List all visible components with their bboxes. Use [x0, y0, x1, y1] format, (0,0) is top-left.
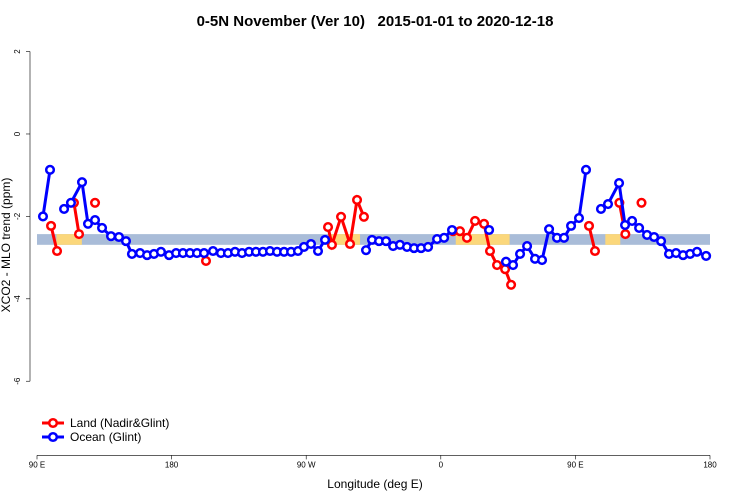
data-point [46, 220, 57, 231]
data-point [439, 232, 450, 243]
data-point [322, 222, 334, 233]
data-point [358, 211, 369, 222]
data-point [207, 245, 219, 257]
data-point [656, 236, 667, 247]
data-point [461, 232, 473, 243]
y-tick-label: 0 [13, 131, 22, 136]
data-point [89, 215, 101, 226]
data-point [602, 198, 614, 210]
data-point [583, 220, 595, 231]
data-point [105, 231, 117, 242]
data-point [446, 224, 458, 236]
data-point [522, 241, 533, 252]
data-point [649, 231, 660, 243]
data-point [620, 229, 631, 240]
data-point [113, 231, 125, 243]
data-point [589, 245, 601, 257]
data-point [312, 245, 324, 257]
x-tick-label: 90 E [567, 460, 583, 469]
data-point [515, 248, 526, 259]
chart-title: 0-5N November (Ver 10) 2015-01-01 to 202… [197, 13, 554, 30]
legend-marker [47, 431, 59, 443]
x-tick-label: 180 [165, 460, 179, 469]
data-point [120, 236, 132, 247]
data-point [37, 211, 49, 222]
data-point [97, 222, 108, 233]
data-point [558, 232, 570, 243]
data-point [620, 219, 631, 231]
data-point [478, 218, 490, 229]
data-point [469, 215, 481, 226]
data-point [51, 245, 63, 257]
data-point [44, 164, 56, 175]
data-point [200, 255, 212, 266]
data-point [351, 194, 363, 205]
band-highlight [330, 234, 361, 245]
x-axis-label: Longitude (deg E) [327, 477, 422, 491]
data-point [89, 197, 101, 208]
y-tick-label: -2 [13, 212, 22, 220]
band-highlight [455, 234, 510, 245]
data-point [691, 246, 703, 257]
y-tick-label: 2 [13, 49, 22, 54]
data-point [59, 203, 70, 215]
data-point [360, 245, 372, 256]
data-point [326, 239, 337, 250]
data-point [319, 234, 331, 245]
data-point [126, 248, 138, 259]
y-tick-label: -6 [13, 377, 22, 385]
legend-label: Land (Nadir&Glint) [70, 416, 169, 430]
y-axis-label: XCO2 - MLO trend (ppm) [0, 178, 13, 313]
data-point [454, 226, 465, 237]
band-highlight [605, 234, 621, 245]
legend-label: Ocean (Glint) [70, 430, 141, 444]
data-point [701, 250, 712, 262]
data-point [544, 224, 555, 235]
data-point [506, 279, 517, 290]
data-point [381, 236, 392, 247]
data-point [484, 245, 496, 257]
data-point [335, 211, 347, 222]
data-point [199, 248, 210, 259]
y-tick-label: -4 [13, 295, 22, 303]
data-point [423, 241, 434, 252]
data-point [344, 238, 356, 250]
band-highlight [56, 234, 82, 245]
x-tick-label: 0 [439, 460, 444, 469]
data-point [566, 220, 577, 231]
data-point [573, 212, 585, 224]
data-point [636, 197, 647, 208]
data-point [634, 222, 645, 233]
data-point [155, 246, 167, 257]
legend-marker [47, 417, 59, 429]
data-point [65, 197, 76, 208]
x-tick-label: 90 W [297, 460, 316, 469]
data-point [627, 215, 638, 226]
data-point [484, 224, 495, 236]
data-point [536, 255, 548, 266]
data-point [73, 229, 85, 240]
data-point [491, 259, 503, 271]
data-point [580, 164, 592, 175]
data-point [614, 177, 625, 189]
x-tick-label: 180 [703, 460, 717, 469]
x-tick-label: 90 E [29, 460, 45, 469]
data-point [305, 238, 317, 250]
data-point [595, 203, 607, 215]
data-point [76, 177, 88, 188]
data-point [507, 259, 519, 271]
